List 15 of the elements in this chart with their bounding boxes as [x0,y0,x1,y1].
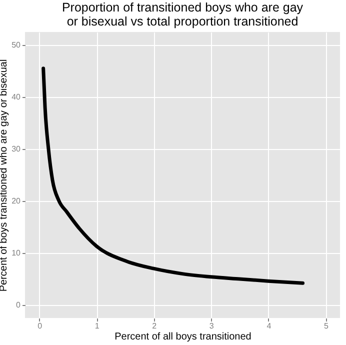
x-tick-label: 3 [209,322,214,330]
x-tick-label: 4 [266,322,272,330]
y-tick-label: 40 [12,92,22,102]
y-tick-label: 20 [12,196,22,206]
x-tick-label: 2 [152,322,158,330]
line-series [42,66,305,285]
y-tick-label: 30 [12,144,22,154]
y-tick-label: 0 [16,300,22,310]
y-tick-label: 10 [12,248,22,258]
x-axis-title: Percent of all boys transitioned [114,332,252,342]
x-tick-label: 1 [94,322,100,330]
y-tick-label: 50 [12,40,22,50]
chart-title: Proportion of transitioned boys who are gay or bisexual vs total proportion transitioned [62,0,304,28]
x-tick-label: 0 [38,322,43,330]
x-tick-label: 5 [324,322,329,330]
